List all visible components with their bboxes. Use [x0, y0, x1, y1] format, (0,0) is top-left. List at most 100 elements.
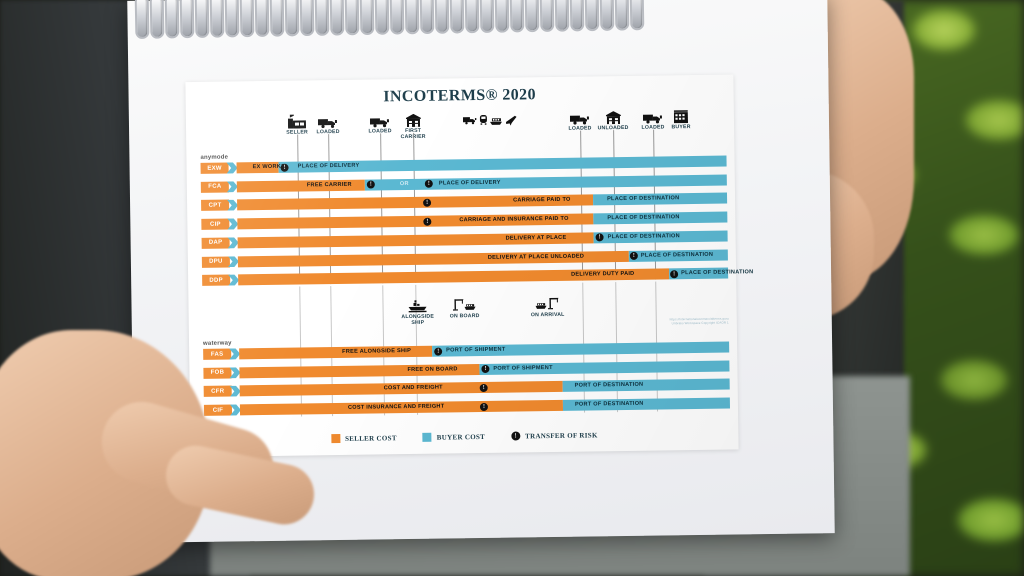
incoterm-row-fas[interactable]: FAS FREE ALONGSIDE SHIP PORT OF SHIPMENT! [203, 341, 730, 360]
spiral-coil [599, 0, 615, 31]
spiral-coil [149, 0, 165, 39]
spiral-coil [254, 0, 270, 37]
incoterm-code: FOB [203, 367, 232, 379]
spiral-coil [209, 0, 225, 38]
credit-line: Unbrako Workspace Copyright ICAOR 1 [671, 320, 729, 326]
incoterms-chart-card: INCOTERMS® 2020 SELLER LOADED LOADED FIR… [185, 74, 753, 458]
transfer-of-risk-marker: ! [434, 347, 443, 356]
quay-cargo-icon [394, 293, 440, 314]
spiral-coil [359, 0, 375, 36]
water-milestone-caption: ON BOARD [449, 313, 480, 320]
spiral-coil [194, 0, 210, 39]
multimodal-icon [460, 105, 520, 126]
incoterm-row-dap[interactable]: DAP DELIVERY AT PLACE PLACE OF DESTINATION… [201, 230, 728, 249]
milestone-transport [460, 105, 520, 127]
water-milestone-on-arrival: ON ARRIVAL [524, 291, 570, 319]
spiral-coil [479, 0, 495, 34]
source-credit: https://internationalcommercialterms.gur… [579, 317, 729, 327]
incoterm-row-dpu[interactable]: DPU DELIVERY AT PLACE UNLOADED PLACE OF DE… [201, 249, 728, 268]
seller-segment-label: FREE ALONGSIDE SHIP [342, 347, 412, 355]
incoterm-code: CFR [203, 385, 232, 398]
incoterm-row-fca[interactable]: FCA FREE CARRIER OR PLACE OF DELIVERY!! [200, 174, 727, 193]
chart-plot-area: SELLER LOADED LOADED FIRST CARRIER LOADE… [185, 74, 753, 457]
water-milestone-on-board: ON BOARD [441, 292, 487, 320]
ship-crane-icon [524, 291, 570, 312]
spiral-coil [329, 0, 345, 36]
transfer-of-risk-marker: ! [280, 163, 289, 172]
spiral-coil [389, 0, 405, 35]
incoterm-code: DPU [201, 256, 230, 268]
legend-label: SELLER COST [344, 433, 397, 443]
incoterm-code: EXW [200, 162, 229, 174]
seller-segment-label: DELIVERY AT PLACE UNLOADED [487, 253, 585, 261]
transfer-of-risk-marker: ! [629, 251, 638, 260]
incoterm-row-fob[interactable]: FOB FREE ON BOARD PORT OF SHIPMENT! [203, 360, 730, 379]
or-label: OR [399, 180, 409, 187]
incoterm-row-cip[interactable]: CIP CARRIAGE AND INSURANCE PAID TO PLACE O… [201, 211, 728, 230]
transfer-of-risk-marker: ! [423, 198, 432, 207]
water-milestone-caption: ALONGSIDE SHIP [401, 313, 435, 326]
seller-segment-label: DELIVERY DUTY PAID [571, 271, 635, 278]
milestone-loaded-3: LOADED [557, 104, 603, 132]
warehouse-icon [390, 107, 436, 128]
incoterm-code: FCA [200, 181, 229, 193]
factory-icon [274, 108, 320, 129]
transfer-of-risk-marker: ! [479, 402, 489, 411]
buyer-segment-label: PLACE OF DELIVERY [297, 162, 360, 170]
legend-item-transfer-of-risk: ! TRANSFER OF RISK [511, 430, 598, 441]
spiral-coil [284, 0, 300, 37]
incoterm-code: CPT [201, 199, 230, 212]
seller-segment-label: FREE CARRIER [306, 181, 352, 189]
spiral-coil [494, 0, 510, 33]
incoterm-code: DDP [202, 274, 231, 287]
incoterm-row-ddp[interactable]: DDP DELIVERY DUTY PAID PLACE OF DESTINATIO… [202, 267, 753, 287]
milestone-unloaded: UNLOADED [590, 104, 636, 132]
buyer-segment-label: PORT OF DESTINATION [574, 382, 644, 390]
incoterm-code: FAS [203, 348, 232, 360]
legend-label: TRANSFER OF RISK [525, 430, 598, 440]
crane-ship-icon [441, 292, 487, 313]
milestone-caption: BUYER [671, 124, 691, 131]
transfer-of-risk-marker: ! [479, 383, 488, 392]
incoterm-code: CIP [201, 218, 230, 230]
buyer-segment-label: PORT OF SHIPMENT [446, 346, 506, 354]
spiral-coil [239, 0, 255, 38]
spiral-coil [344, 0, 360, 36]
spiral-coil [134, 0, 150, 40]
milestone-loaded-1: LOADED [305, 108, 351, 136]
spiral-coil [404, 0, 420, 35]
transfer-of-risk-marker: ! [423, 217, 432, 226]
seller-segment-label: COST INSURANCE AND FREIGHT [347, 403, 445, 411]
incoterm-row-cfr[interactable]: CFR COST AND FREIGHT PORT OF DESTINATION! [203, 378, 730, 398]
spiral-coil [164, 0, 180, 39]
spiral-coil [539, 0, 555, 32]
spiral-coil [509, 0, 525, 33]
building-icon [658, 103, 704, 124]
water-milestone-alongside-ship: ALONGSIDE SHIP [394, 293, 440, 327]
seller-segment-label: CARRIAGE AND INSURANCE PAID TO [459, 215, 569, 224]
incoterm-row-cpt[interactable]: CPT CARRIAGE PAID TO PLACE OF DESTINATION! [201, 192, 728, 212]
spiral-coil [434, 0, 450, 34]
incoterm-row-cif[interactable]: CIF COST INSURANCE AND FREIGHT PORT OF DES… [203, 397, 731, 416]
truck-icon [630, 103, 676, 124]
seller-segment-label: DELIVERY AT PLACE [505, 234, 567, 242]
seller-segment-label: COST AND FREIGHT [383, 384, 443, 392]
truck-icon [557, 104, 603, 125]
spiral-coil [374, 0, 390, 35]
group-label-anymode: anymode [200, 154, 229, 161]
buyer-segment-label: PORT OF DESTINATION [574, 400, 644, 408]
spiral-coil [524, 0, 540, 33]
buyer-segment-label: PLACE OF DESTINATION [607, 214, 680, 222]
milestone-first-carrier: FIRST CARRIER [390, 107, 436, 141]
milestone-loaded-2: LOADED [357, 107, 403, 135]
spiral-coil [449, 0, 465, 34]
buyer-cost-bar [364, 174, 727, 191]
truck-icon [357, 107, 403, 128]
spiral-coil [299, 0, 315, 37]
buyer-segment-label: PLACE OF DESTINATION [607, 233, 680, 241]
incoterm-row-exw[interactable]: EXW EX WORKS PLACE OF DELIVERY! [200, 155, 727, 174]
incoterm-code: CIF [203, 404, 233, 416]
milestone-seller: SELLER [274, 108, 320, 136]
warehouse-icon [590, 104, 636, 125]
seller-segment-label: CARRIAGE PAID TO [513, 197, 571, 204]
